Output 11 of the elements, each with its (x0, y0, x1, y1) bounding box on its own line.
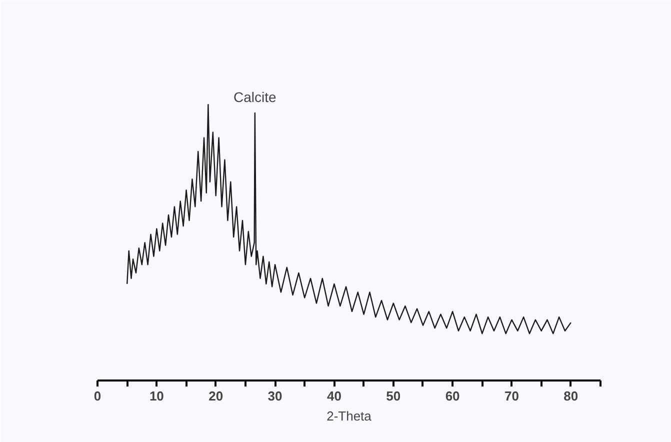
x-tick-label: 30 (268, 388, 282, 404)
x-tick-label: 60 (445, 388, 460, 404)
x-tick-label: 10 (149, 388, 164, 404)
x-tick-label: 70 (504, 388, 519, 404)
x-axis-title: 2-Theta (326, 408, 372, 424)
x-tick-label: 20 (208, 388, 224, 404)
x-tick-label: 80 (564, 388, 578, 404)
x-tick-label: 40 (326, 388, 342, 404)
x-tick-label: 50 (386, 388, 401, 404)
x-tick-label: 0 (94, 388, 102, 404)
annotation: Calcite (234, 88, 277, 105)
